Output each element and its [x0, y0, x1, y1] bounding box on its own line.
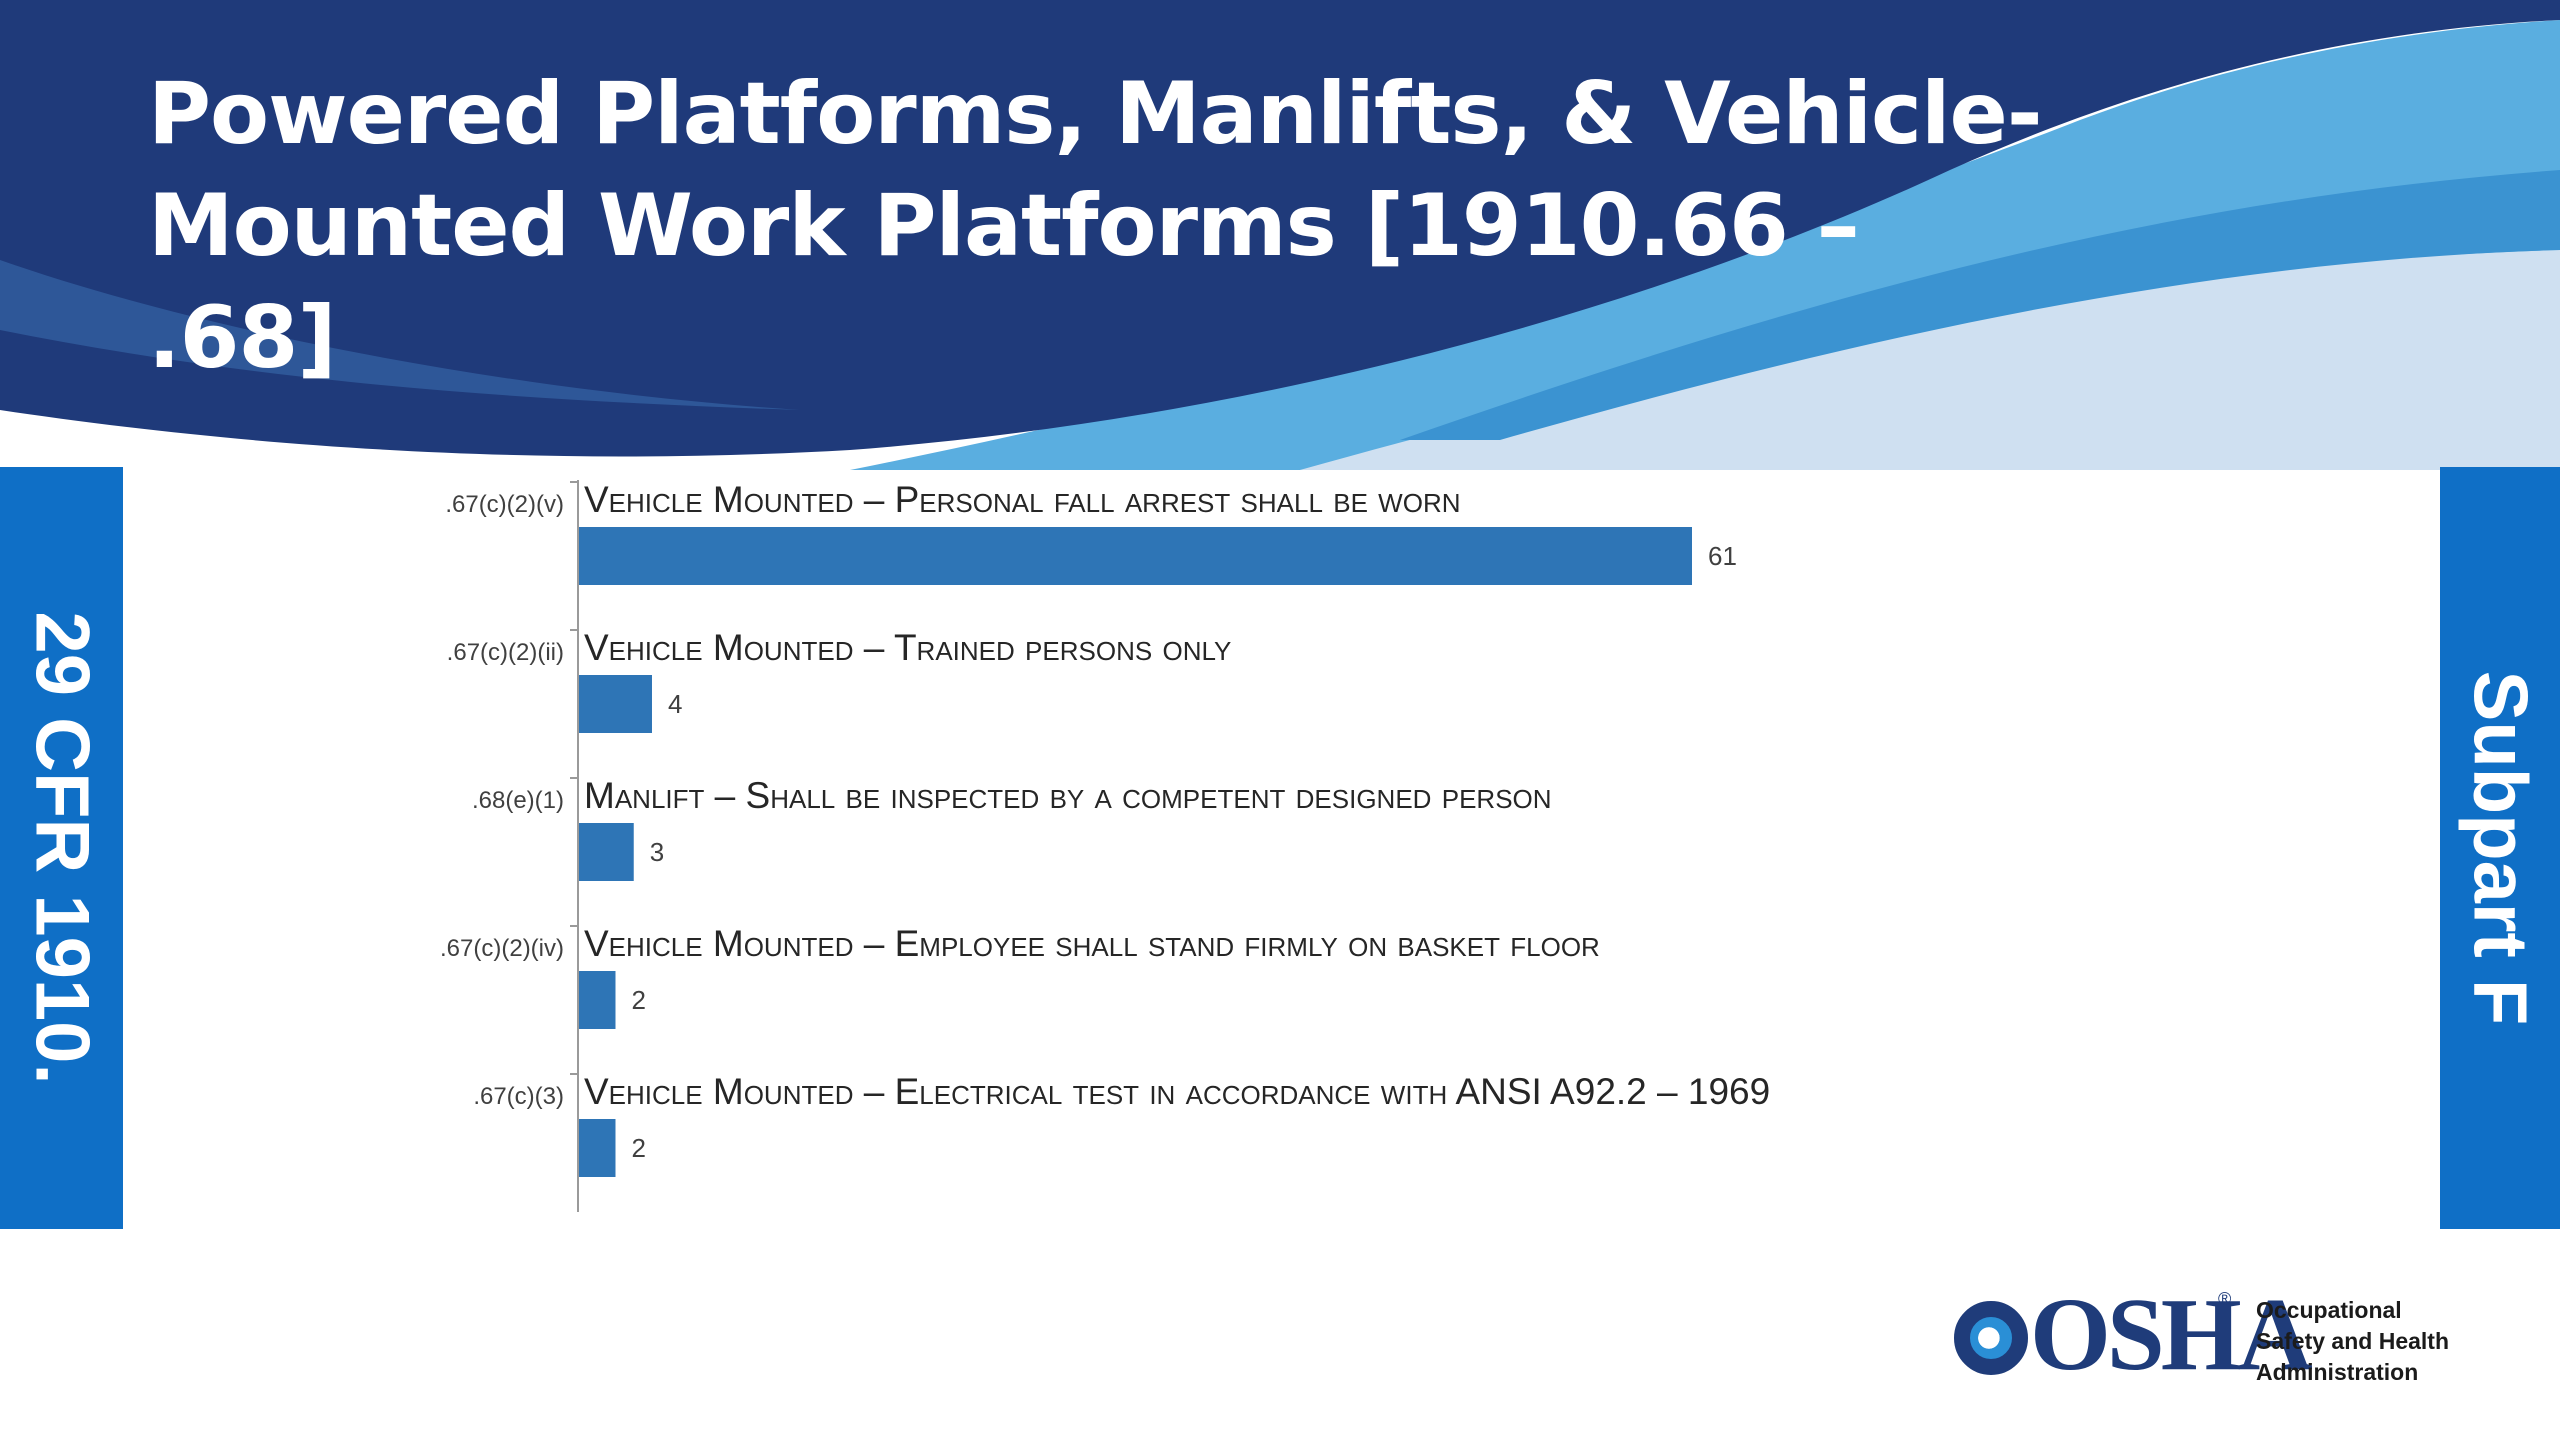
- bar-data-label: 2: [631, 1133, 645, 1163]
- osha-o-ring-icon: [1954, 1301, 2028, 1375]
- bar: [579, 675, 652, 733]
- bar: [579, 971, 616, 1029]
- page-title: Powered Platforms, Manlifts, & Vehicle- …: [148, 58, 2048, 394]
- category-tick-label: .67(c)(2)(v): [445, 491, 564, 518]
- bar: [579, 527, 1692, 585]
- registered-mark: ®: [2218, 1289, 2232, 1309]
- bar: [579, 823, 634, 881]
- category-description-label: Manlift – Shall be inspected by a compet…: [584, 775, 1552, 816]
- category-description-label: Vehicle Mounted – Electrical test in acc…: [584, 1071, 1770, 1112]
- bar-data-label: 3: [650, 837, 664, 867]
- cfr-tab-label: 29 CFR 1910.: [19, 611, 104, 1085]
- osha-logo: OSHA ® Occupational Safety and Health Ad…: [1940, 1283, 2500, 1388]
- bar: [579, 1119, 616, 1177]
- osha-name-line-2: Safety and Health: [2256, 1328, 2449, 1354]
- bar-data-label: 2: [631, 985, 645, 1015]
- citations-bar-chart: .67(c)(2)(v) Vehicle Mounted – Personal f…: [440, 479, 1770, 1212]
- category-description-label: Vehicle Mounted – Employee shall stand f…: [584, 923, 1600, 964]
- category-description-label: Vehicle Mounted – Personal fall arrest s…: [584, 479, 1461, 520]
- bar-data-label: 61: [1708, 541, 1737, 571]
- title-line-2: Mounted Work Platforms [1910.66 – .68]: [148, 176, 1860, 388]
- category-tick-label: .68(e)(1): [472, 787, 564, 814]
- category-tick-label: .67(c)(2)(iv): [440, 935, 564, 962]
- osha-full-name: Occupational Safety and Health Administr…: [2256, 1295, 2449, 1388]
- osha-wordmark-text: OSHA: [2030, 1277, 2313, 1392]
- osha-name-line-3: Administration: [2256, 1359, 2419, 1385]
- category-description-label: Vehicle Mounted – Trained persons only: [584, 627, 1231, 668]
- category-tick-label: .67(c)(2)(ii): [447, 639, 564, 666]
- osha-wordmark: OSHA: [1954, 1283, 2313, 1387]
- bar-data-label: 4: [668, 689, 682, 719]
- category-tick-label: .67(c)(3): [473, 1083, 564, 1110]
- subpart-tab-label: Subpart F: [2457, 670, 2543, 1026]
- subpart-side-tab: Subpart F: [2440, 467, 2560, 1229]
- cfr-side-tab: 29 CFR 1910.: [0, 467, 123, 1229]
- title-line-1: Powered Platforms, Manlifts, & Vehicle-: [148, 64, 2043, 164]
- header-banner: [0, 0, 2560, 470]
- osha-name-line-1: Occupational: [2256, 1297, 2402, 1323]
